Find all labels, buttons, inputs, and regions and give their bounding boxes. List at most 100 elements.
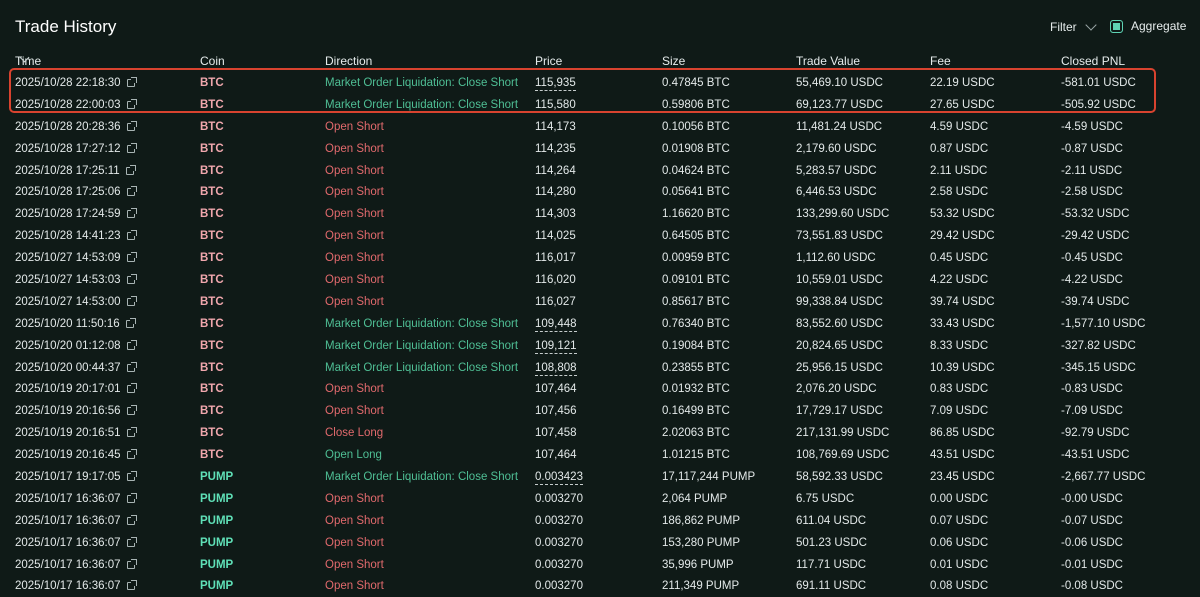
time-cell: 2025/10/20 01:12:08 (15, 339, 137, 353)
closed-pnl-cell: -92.79 USDC (1061, 427, 1130, 440)
external-link-icon[interactable] (125, 317, 136, 328)
size-cell: 0.05641 BTC (662, 186, 730, 199)
trade-value-cell: 83,552.60 USDC (796, 317, 883, 330)
coin-cell: BTC (200, 77, 224, 89)
price-cell[interactable]: 109,448 (535, 317, 577, 332)
trade-value-cell: 20,824.65 USDC (796, 339, 883, 352)
time-text: 2025/10/27 14:53:00 (15, 295, 121, 308)
table-row: 2025/10/19 20:16:51 BTC Close Long 107,458 2… (0, 422, 1200, 444)
closed-pnl-cell: -0.87 USDC (1061, 142, 1123, 155)
size-cell: 0.59806 BTC (662, 98, 730, 111)
direction-cell: Open Short (325, 492, 384, 505)
coin-cell: BTC (200, 208, 224, 221)
filter-dropdown[interactable]: Filter (1050, 19, 1097, 34)
external-link-icon[interactable] (126, 471, 137, 482)
time-cell: 2025/10/17 16:36:07 (15, 580, 137, 593)
external-link-icon[interactable] (126, 514, 137, 525)
coin-cell: BTC (200, 186, 224, 199)
size-cell: 0.85617 BTC (662, 295, 730, 308)
fee-cell: 33.43 USDC (930, 317, 995, 330)
price-cell: 116,020 (535, 274, 576, 287)
fee-cell: 0.45 USDC (930, 252, 989, 265)
checkbox-checked-icon[interactable] (1110, 19, 1123, 33)
external-link-icon[interactable] (126, 492, 137, 503)
closed-pnl-cell: -43.51 USDC (1061, 449, 1130, 462)
column-header-size: Size (662, 54, 686, 68)
closed-pnl-cell: -0.07 USDC (1061, 514, 1123, 527)
external-link-icon[interactable] (126, 230, 137, 241)
coin-cell: BTC (200, 339, 224, 352)
external-link-icon[interactable] (126, 383, 137, 394)
fee-cell: 0.87 USDC (930, 142, 989, 155)
column-label-time: Time (15, 54, 42, 68)
time-cell: 2025/10/17 16:36:07 (15, 492, 137, 506)
direction-cell: Open Short (325, 230, 384, 243)
price-cell[interactable]: 0.003423 (535, 471, 583, 486)
time-cell: 2025/10/28 17:24:59 (15, 208, 137, 221)
external-link-icon[interactable] (126, 405, 137, 416)
price-cell: 107,458 (535, 427, 577, 440)
closed-pnl-cell: -2,667.77 USDC (1061, 471, 1146, 484)
fee-cell: 2.58 USDC (930, 186, 989, 199)
size-cell: 0.01932 BTC (662, 383, 730, 396)
external-link-icon[interactable] (126, 361, 137, 372)
external-link-icon[interactable] (126, 120, 137, 131)
size-cell: 0.76340 BTC (662, 317, 730, 330)
external-link-icon[interactable] (126, 142, 137, 153)
filter-label: Filter (1050, 20, 1077, 34)
external-link-icon[interactable] (126, 274, 137, 285)
size-cell: 0.16499 BTC (662, 405, 730, 418)
closed-pnl-cell: -0.00 USDC (1061, 492, 1123, 505)
coin-cell: BTC (200, 274, 224, 287)
coin-cell: BTC (200, 98, 224, 111)
coin-cell: BTC (200, 317, 224, 330)
external-link-icon[interactable] (126, 558, 137, 569)
external-link-icon[interactable] (126, 252, 137, 263)
external-link-icon[interactable] (126, 427, 137, 438)
price-cell[interactable]: 109,121 (535, 339, 577, 354)
external-link-icon[interactable] (126, 339, 137, 350)
table-row: 2025/10/28 22:00:03 BTC Market Order Liqui… (0, 94, 1200, 116)
fee-cell: 0.01 USDC (930, 558, 989, 571)
time-text: 2025/10/19 20:17:01 (15, 383, 121, 396)
trade-value-cell: 2,076.20 USDC (796, 383, 877, 396)
price-cell[interactable]: 115,580 (535, 98, 576, 113)
table-row: 2025/10/19 20:16:56 BTC Open Short 107,456 0… (0, 400, 1200, 422)
direction-cell: Market Order Liquidation: Close Short (325, 339, 519, 352)
time-cell: 2025/10/27 14:53:00 (15, 295, 137, 309)
external-link-icon[interactable] (126, 77, 137, 87)
closed-pnl-cell: -4.59 USDC (1061, 120, 1123, 133)
price-cell[interactable]: 108,808 (535, 361, 577, 376)
table-header: Time Coin Direction Price Size Trade Val… (0, 52, 1200, 70)
time-cell: 2025/10/19 20:16:51 (15, 427, 137, 440)
external-link-icon[interactable] (126, 98, 137, 109)
direction-cell: Open Short (325, 186, 384, 199)
coin-cell: BTC (200, 142, 224, 155)
direction-cell: Open Short (325, 208, 384, 221)
external-link-icon[interactable] (126, 186, 137, 197)
direction-cell: Open Short (325, 383, 384, 396)
coin-cell: PUMP (200, 558, 234, 571)
page-title: Trade History (15, 17, 117, 36)
aggregate-checkbox[interactable]: Aggregate (1110, 19, 1186, 33)
size-cell: 0.01908 BTC (662, 142, 730, 155)
external-link-icon[interactable] (126, 536, 137, 547)
external-link-icon[interactable] (125, 164, 136, 175)
external-link-icon[interactable] (126, 295, 137, 306)
time-text: 2025/10/17 16:36:07 (15, 580, 121, 593)
closed-pnl-cell: -345.15 USDC (1061, 361, 1136, 374)
time-cell: 2025/10/17 19:17:05 (15, 471, 137, 484)
time-text: 2025/10/20 01:12:08 (15, 339, 121, 352)
fee-cell: 4.59 USDC (930, 120, 989, 133)
external-link-icon[interactable] (126, 208, 137, 219)
size-cell: 0.09101 BTC (662, 274, 730, 287)
trade-value-cell: 691.11 USDC (796, 580, 867, 593)
time-text: 2025/10/19 20:16:56 (15, 405, 121, 418)
price-cell[interactable]: 115,935 (535, 77, 576, 91)
external-link-icon[interactable] (126, 580, 137, 591)
direction-cell: Market Order Liquidation: Close Short (325, 471, 519, 484)
price-cell: 0.003270 (535, 492, 583, 505)
external-link-icon[interactable] (126, 449, 137, 460)
trade-value-cell: 58,592.33 USDC (796, 471, 883, 484)
panel-header: Trade History Filter Aggregate (0, 0, 1200, 48)
